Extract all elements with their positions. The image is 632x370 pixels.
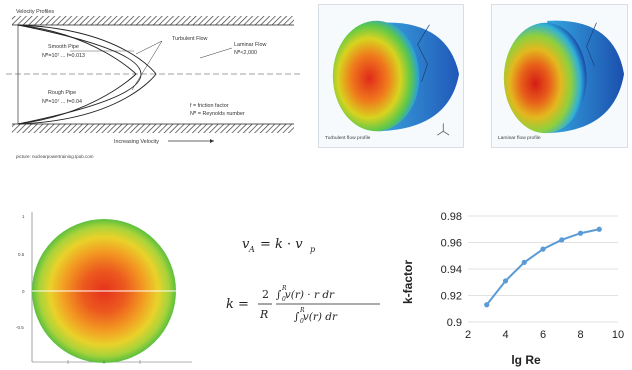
data-point [521, 259, 527, 265]
y-tick-label: 0.9 [447, 317, 462, 329]
k-factor-series-line [485, 228, 600, 306]
axis-triad-icon [437, 123, 450, 136]
x-tick-label: 6 [540, 329, 546, 341]
data-point [540, 246, 546, 252]
x-tick-labels: 2 4 6 8 10 [465, 329, 624, 341]
y-tick: 1 [22, 214, 25, 219]
svg-text:k =: k = [226, 297, 249, 312]
laminar-caption: Laminar flow profile [498, 135, 541, 141]
x-axis-label: lg Re [511, 353, 541, 367]
turbulent-caption: Turbulent flow profile [325, 135, 371, 141]
k-factor-formulas: v A = k · v p k = 2 R ∫ v(r) · r dr R 0 … [226, 237, 380, 325]
svg-text:2: 2 [262, 288, 269, 301]
data-point [577, 230, 584, 236]
average-velocity-equation: v A = k · v p [242, 237, 315, 254]
x-tick-label: 4 [502, 329, 508, 341]
laminar-flow-label: Laminar Flow [234, 42, 266, 48]
x-tick-label: 2 [465, 329, 471, 341]
k-factor-chart: 0.9 0.92 0.94 0.96 0.98 2 4 6 8 10 k-factor lg R… [401, 211, 624, 367]
k-factor-equation: k = 2 R ∫ v(r) · r dr R 0 ∫ v(r) dr R 0 [226, 285, 380, 325]
svg-text:R: R [259, 308, 268, 321]
friction-factor-legend: f = friction factor [190, 103, 229, 109]
svg-text:0: 0 [282, 296, 286, 303]
velocity-profile-face [503, 22, 587, 134]
laminar-condition: Nᴿ<2,000 [234, 50, 257, 56]
y-tick-label: 0.96 [441, 238, 462, 250]
smooth-pipe-formula: Nᴿ=10⁷ ... f=0.013 [42, 53, 85, 59]
data-point [502, 278, 509, 284]
diagram-title: Velocity Profiles [16, 9, 54, 15]
pipe-wall-bottom [12, 124, 294, 133]
y-tick-label: 0.98 [441, 211, 462, 223]
y-tick-labels: 0.9 0.92 0.94 0.96 0.98 [441, 211, 462, 329]
y-tick: -0.5 [16, 325, 24, 330]
y-tick: 0 [22, 289, 25, 294]
svg-text:R: R [281, 285, 287, 292]
turbulent-smooth-profile [17, 24, 157, 125]
svg-text:R: R [299, 307, 305, 314]
svg-text:∫ v(r) · r dr: ∫ v(r) · r dr [276, 289, 335, 301]
k-factor-series-points [484, 226, 602, 308]
data-point [559, 237, 565, 243]
grid-lines [468, 215, 618, 323]
svg-text:v: v [242, 237, 250, 252]
svg-text:A: A [248, 245, 255, 254]
cfd-laminar-render: Laminar flow profile [491, 4, 628, 148]
x-tick-label: 8 [577, 329, 583, 341]
svg-text:0: 0 [300, 318, 304, 325]
pipe-cross-section-plot: 1 0.5 0 -0.5 [16, 212, 192, 364]
reynolds-number-legend: Nᴿ = Reynolds number [190, 111, 245, 117]
turbulent-flow-label: Turbulent Flow [172, 36, 208, 42]
smooth-pipe-label: Smooth Pipe [48, 44, 79, 50]
x-tick-label: 10 [612, 329, 624, 341]
cfd-turbulent-render: Turbulent flow profile [318, 4, 464, 148]
rough-pipe-formula: Nᴿ=10⁷ ... f=0.04 [42, 99, 82, 105]
velocity-profiles-diagram: Velocity Profiles Smooth Pipe Nᴿ=10⁷ ...… [6, 9, 300, 159]
data-point [484, 302, 490, 308]
turbulent-rough-profile [17, 24, 137, 125]
pipe-wall-top [12, 16, 294, 25]
data-point [596, 226, 602, 232]
svg-text:p: p [310, 245, 315, 254]
svg-text:= k · v: = k · v [260, 237, 303, 252]
rough-pipe-label: Rough Pipe [48, 90, 76, 96]
y-axis-label: k-factor [401, 260, 415, 304]
y-tick: 0.5 [18, 252, 25, 257]
y-tick-label: 0.92 [441, 291, 462, 303]
velocity-profile-face [332, 20, 420, 132]
svg-text:∫ v(r) dr: ∫ v(r) dr [294, 311, 338, 323]
y-tick-label: 0.94 [441, 264, 462, 276]
velocity-axis-label: Increasing Velocity [114, 139, 159, 145]
source-credit: picture: nuclearpowertraining.tpub.com [16, 154, 94, 159]
